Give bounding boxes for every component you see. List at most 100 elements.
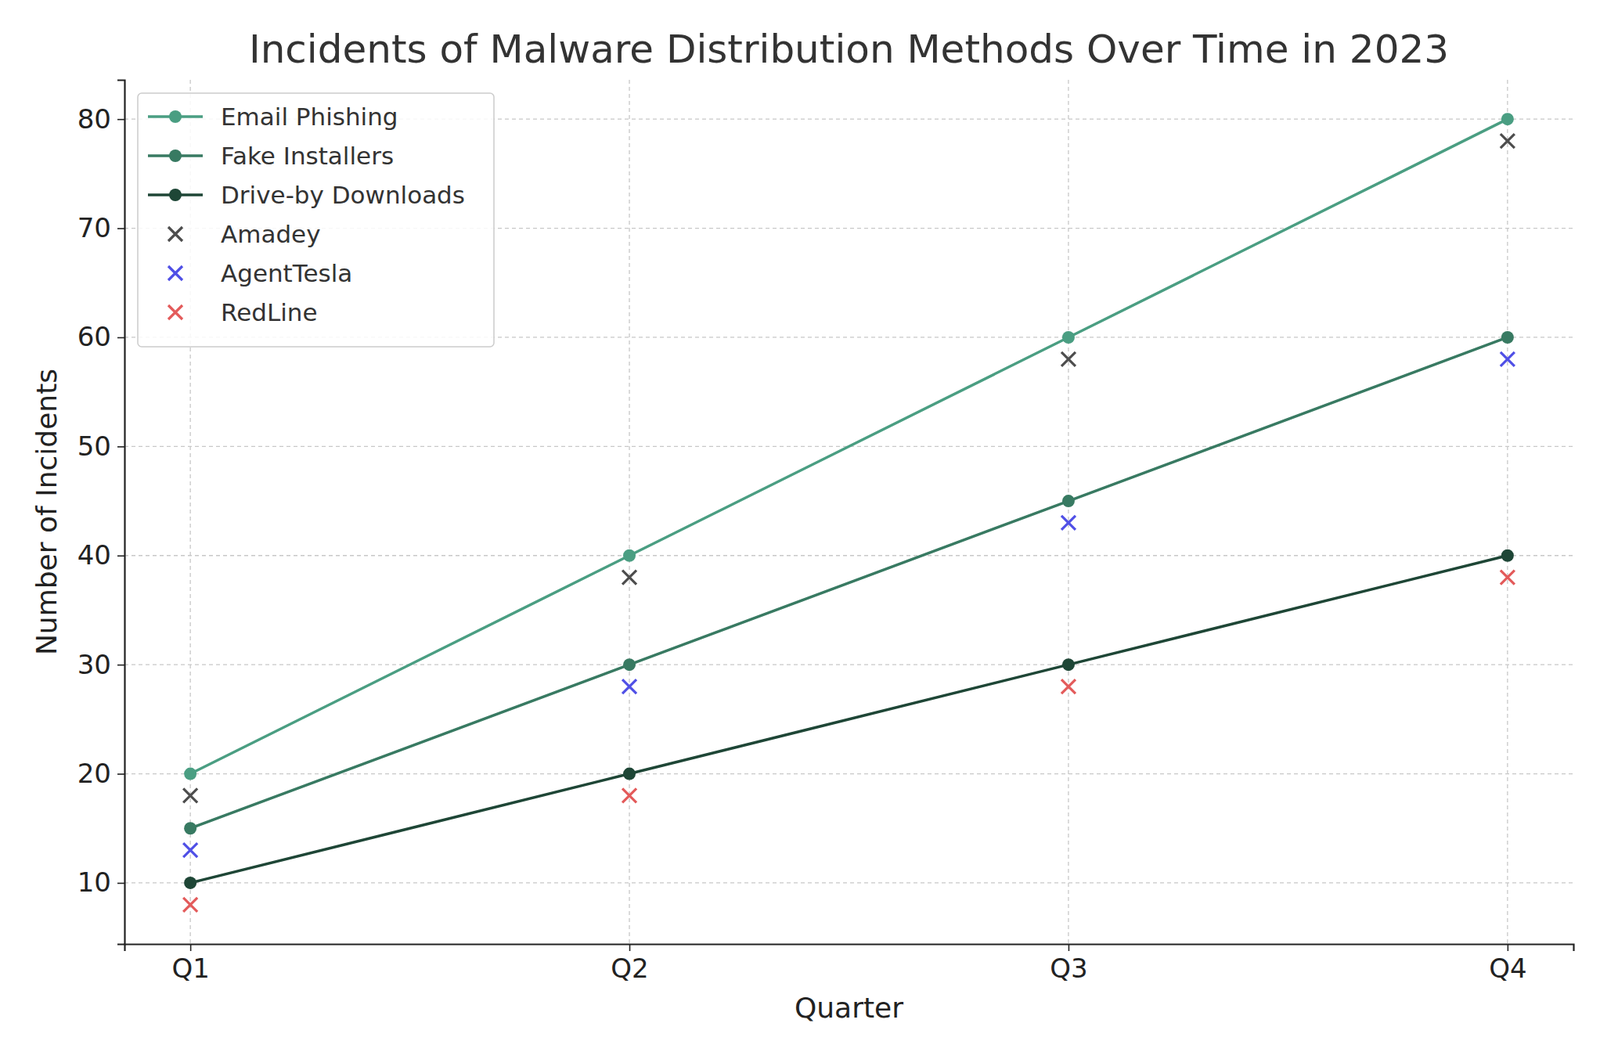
point-marker: [183, 788, 198, 803]
point-marker: [183, 767, 197, 781]
y-tick: 60: [77, 320, 125, 353]
point-marker: [623, 549, 636, 563]
x-tick-mark: [190, 944, 192, 952]
point-marker: [1061, 352, 1076, 367]
axis-line: [117, 80, 126, 945]
series-line: [190, 337, 1508, 829]
x-tick: Q2: [610, 944, 649, 984]
legend-marker: [169, 149, 182, 163]
axis-line: [125, 944, 1575, 952]
series: [183, 331, 1514, 835]
legend-label: Amadey: [220, 219, 321, 249]
point-marker: [1062, 494, 1075, 508]
y-tick-label: 30: [77, 648, 112, 681]
legend-label: Email Phishing: [220, 102, 399, 131]
point-marker: [1062, 658, 1075, 671]
y-tick-label: 50: [77, 430, 112, 462]
x-axis: Q1 Q2 Q3 Q4: [125, 944, 1575, 984]
legend: Email Phishing Fake Installers Drive-by Do…: [137, 93, 494, 347]
y-tick-mark: [117, 446, 125, 448]
point-marker: [622, 788, 637, 803]
point-marker: [1061, 679, 1076, 694]
point-marker: [623, 658, 636, 671]
x-tick-label: Q1: [171, 952, 210, 984]
x-tick-label: Q4: [1488, 952, 1527, 984]
chart: 10 20 30 40 50 60 70 80 Q1 Q2 Q3 Q4 Incidents of Mal…: [0, 0, 1600, 1052]
y-tick-mark: [117, 118, 125, 121]
series: [183, 549, 1514, 890]
y-tick: 50: [77, 430, 125, 462]
y-tick: 10: [77, 866, 125, 898]
grid-line-y: [124, 773, 1574, 775]
point-marker: [1501, 331, 1514, 344]
y-axis: 10 20 30 40 50 60 70 80: [77, 80, 126, 945]
x-tick-mark: [1507, 944, 1510, 952]
x-tick: Q4: [1488, 944, 1527, 984]
legend-label: AgentTesla: [220, 259, 353, 288]
y-tick-mark: [117, 773, 125, 775]
y-tick-label: 40: [77, 539, 112, 571]
legend-label: Fake Installers: [220, 141, 394, 170]
grid-line-y: [124, 554, 1574, 556]
point-marker: [1500, 570, 1515, 585]
legend-box: [137, 93, 494, 347]
legend-label: Drive-by Downloads: [220, 180, 465, 210]
x-tick-label: Q2: [610, 952, 649, 984]
point-marker: [183, 897, 198, 912]
legend-label: RedLine: [220, 298, 318, 327]
x-tick: Q1: [171, 944, 210, 984]
y-tick-mark: [117, 882, 125, 885]
legend-entry: Drive-by Downloads: [147, 180, 465, 210]
y-tick-label: 80: [77, 103, 112, 135]
point-marker: [622, 570, 637, 585]
point-marker: [1500, 352, 1515, 367]
series-line: [190, 555, 1508, 883]
point-marker: [183, 821, 197, 835]
legend-entry: Amadey: [168, 219, 321, 249]
legend-entry: RedLine: [168, 298, 318, 327]
legend-entry: Fake Installers: [147, 141, 394, 170]
grid-line-x: [628, 79, 630, 945]
legend-marker: [168, 266, 183, 281]
point-marker: [1501, 112, 1514, 126]
series: [183, 352, 1515, 858]
y-tick-mark: [117, 337, 125, 339]
grid-line-x: [1506, 79, 1508, 945]
point-marker: [622, 679, 637, 694]
point-marker: [1062, 331, 1075, 344]
legend-marker: [168, 305, 183, 320]
x-tick: Q3: [1049, 944, 1088, 984]
series: [183, 570, 1515, 912]
point-marker: [1501, 549, 1514, 563]
y-axis-label: Number of Incidents: [30, 368, 63, 656]
y-tick-label: 60: [77, 320, 112, 353]
y-tick: 70: [77, 212, 125, 244]
grid: [124, 79, 1574, 945]
legend-entry: AgentTesla: [168, 259, 353, 288]
legend-marker: [169, 110, 182, 123]
y-tick-label: 70: [77, 212, 112, 244]
grid-line-x: [1067, 79, 1069, 945]
point-marker: [183, 876, 197, 890]
point-marker: [183, 843, 198, 858]
grid-line-y: [124, 882, 1574, 883]
title: Incidents of Malware Distribution Method…: [248, 26, 1449, 73]
legend-entry: Email Phishing: [147, 102, 399, 131]
x-tick-mark: [1068, 944, 1071, 952]
y-tick: 80: [77, 103, 125, 135]
y-tick-mark: [117, 227, 125, 230]
y-tick: 40: [77, 539, 125, 571]
point-marker: [623, 767, 636, 781]
y-tick-mark: [117, 554, 125, 557]
legend-marker: [168, 227, 183, 242]
x-tick-label: Q3: [1049, 952, 1088, 984]
y-tick-label: 10: [77, 866, 112, 898]
y-tick-label: 20: [77, 757, 112, 790]
point-marker: [1500, 133, 1515, 148]
x-axis-label: Quarter: [794, 991, 904, 1024]
x-tick-mark: [629, 944, 631, 952]
y-tick: 30: [77, 648, 125, 681]
legend-marker: [169, 188, 182, 202]
y-tick-mark: [117, 664, 125, 667]
y-tick: 20: [77, 757, 125, 790]
